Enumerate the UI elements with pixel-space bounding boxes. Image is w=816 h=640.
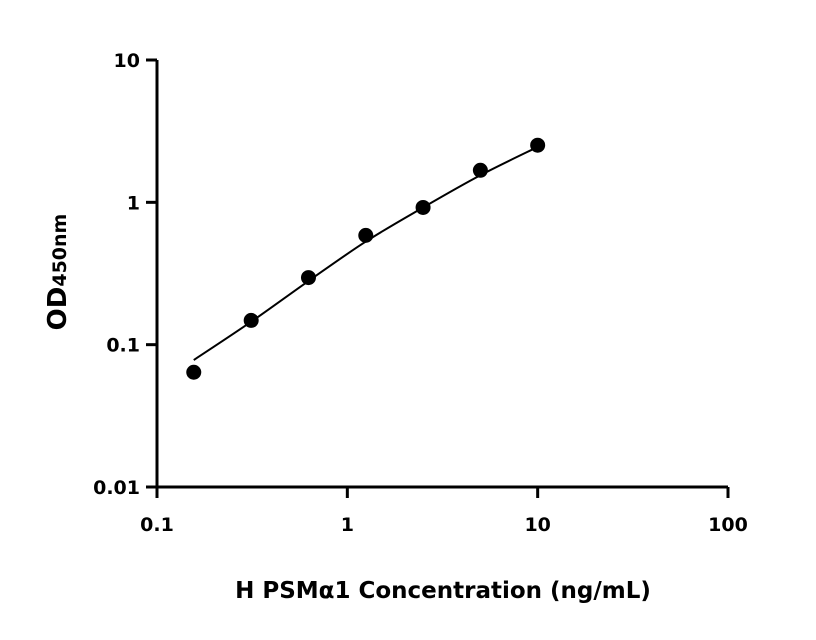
y-axis-label-main: OD (43, 287, 73, 331)
data-point (415, 199, 431, 215)
x-tick-label: 100 (708, 514, 748, 536)
fit-curve-line (193, 146, 539, 361)
data-point (472, 162, 488, 178)
y-tick-label: 10 (114, 50, 140, 72)
y-axis-label-subscript: 450nm (49, 214, 71, 287)
data-point (243, 312, 259, 328)
y-tick-label: 0.01 (93, 477, 140, 499)
data-point (530, 137, 546, 153)
x-tick-label: 0.1 (140, 514, 174, 536)
data-point (358, 227, 374, 243)
data-point (186, 364, 202, 380)
x-tick-label: 10 (524, 514, 550, 536)
x-axis-label: H PSMα1 Concentration (ng/mL) (235, 578, 651, 604)
fit-curve-group (193, 146, 539, 361)
y-tick-label: 0.1 (106, 335, 140, 357)
data-point (300, 270, 316, 286)
x-tick-label: 1 (341, 514, 354, 536)
y-axis-label: OD450nm (43, 214, 73, 331)
y-tick-label: 1 (127, 192, 140, 214)
data-points-group (186, 137, 546, 380)
